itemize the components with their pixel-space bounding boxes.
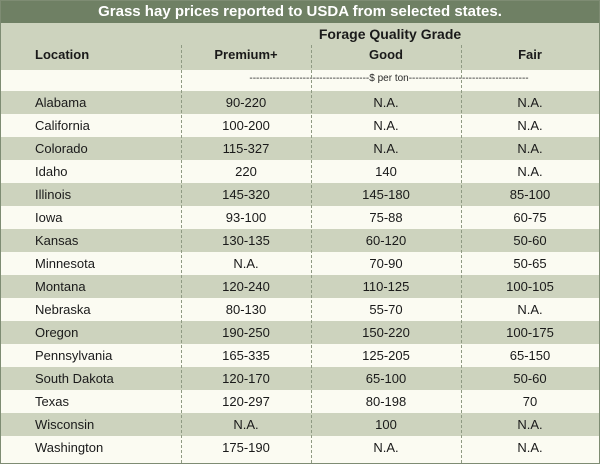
column-divider (181, 45, 182, 463)
cell-fair: 60-75 (513, 210, 547, 225)
cell-good: 75-88 (369, 210, 403, 225)
cell-fair: 50-60 (513, 233, 547, 248)
cell-fair: 50-65 (513, 256, 547, 271)
table-row: Idaho 220 140 N.A. (1, 160, 599, 183)
cell-good: N.A. (373, 141, 399, 156)
cell-location: Alabama (35, 95, 87, 110)
cell-fair: 70 (522, 394, 538, 409)
cell-fair: N.A. (517, 118, 543, 133)
column-header-location: Location (35, 47, 90, 62)
table-row: Colorado 115-327 N.A. N.A. (1, 137, 599, 160)
cell-good: 140 (375, 164, 397, 179)
cell-fair: 100-175 (506, 325, 554, 340)
cell-location: Oregon (35, 325, 79, 340)
cell-premium: N.A. (233, 417, 259, 432)
cell-fair: N.A. (517, 440, 543, 455)
cell-location: Nebraska (35, 302, 91, 317)
cell-location: Iowa (35, 210, 63, 225)
cell-good: 60-120 (365, 233, 407, 248)
table-title: Grass hay prices reported to USDA from s… (1, 1, 599, 23)
cell-location: Idaho (35, 164, 68, 179)
cell-premium: 190-250 (222, 325, 270, 340)
cell-premium: 100-200 (222, 118, 270, 133)
cell-good: 70-90 (369, 256, 403, 271)
cell-good: 145-180 (362, 187, 410, 202)
table-row: Minnesota N.A. 70-90 50-65 (1, 252, 599, 275)
cell-location: Illinois (35, 187, 72, 202)
cell-fair: 100-105 (506, 279, 554, 294)
cell-premium: 90-220 (225, 95, 267, 110)
cell-premium: 120-170 (222, 371, 270, 386)
column-header-good: Good (369, 47, 403, 62)
column-divider (461, 45, 462, 463)
column-header-premium: Premium+ (214, 47, 278, 62)
cell-fair: 65-150 (509, 348, 551, 363)
table-row: California 100-200 N.A. N.A. (1, 114, 599, 137)
cell-location: Texas (35, 394, 69, 409)
cell-premium: 130-135 (222, 233, 270, 248)
table-header: Forage Quality Grade Location Premium+ G… (1, 23, 599, 70)
cell-fair: 50-60 (513, 371, 547, 386)
cell-location: Pennsylvania (35, 348, 113, 363)
cell-premium: 145-320 (222, 187, 270, 202)
cell-location: South Dakota (35, 371, 114, 386)
cell-premium: N.A. (233, 256, 259, 271)
cell-good: 110-125 (362, 279, 410, 294)
cell-good: 55-70 (369, 302, 403, 317)
cell-location: Montana (35, 279, 86, 294)
cell-good: 100 (375, 417, 397, 432)
cell-location: Washington (35, 440, 104, 455)
cell-location: Minnesota (35, 256, 95, 271)
cell-premium: 165-335 (222, 348, 270, 363)
cell-good: 125-205 (362, 348, 410, 363)
cell-good: 80-198 (365, 394, 407, 409)
cell-premium: 93-100 (225, 210, 267, 225)
table-row: Wisconsin N.A. 100 N.A. (1, 413, 599, 436)
unit-row: ------------------------------------$ pe… (1, 70, 599, 91)
cell-fair: N.A. (517, 95, 543, 110)
cell-good: N.A. (373, 118, 399, 133)
cell-premium: 220 (235, 164, 257, 179)
cell-fair: N.A. (517, 417, 543, 432)
cell-good: N.A. (373, 440, 399, 455)
table-row: Oregon 190-250 150-220 100-175 (1, 321, 599, 344)
group-header: Forage Quality Grade (318, 26, 462, 42)
cell-premium: 120-240 (222, 279, 270, 294)
cell-fair: N.A. (517, 164, 543, 179)
table-row: Iowa 93-100 75-88 60-75 (1, 206, 599, 229)
table-body: Alabama 90-220 N.A. N.A. California 100-200 N.… (1, 91, 599, 459)
cell-premium: 175-190 (222, 440, 270, 455)
table-row: Texas 120-297 80-198 70 (1, 390, 599, 413)
table-row: Kansas 130-135 60-120 50-60 (1, 229, 599, 252)
cell-location: Colorado (35, 141, 88, 156)
cell-good: 150-220 (362, 325, 410, 340)
cell-premium: 115-327 (222, 141, 270, 156)
cell-fair: N.A. (517, 141, 543, 156)
cell-fair: N.A. (517, 302, 543, 317)
cell-location: Kansas (35, 233, 79, 248)
table-row: Alabama 90-220 N.A. N.A. (1, 91, 599, 114)
cell-location: California (35, 118, 90, 133)
table-row: Pennsylvania 165-335 125-205 65-150 (1, 344, 599, 367)
table-row: Illinois 145-320 145-180 85-100 (1, 183, 599, 206)
cell-good: 65-100 (365, 371, 407, 386)
cell-premium: 120-297 (222, 394, 270, 409)
column-divider (311, 45, 312, 463)
cell-location: Wisconsin (35, 417, 95, 432)
table-row: Washington 175-190 N.A. N.A. (1, 436, 599, 459)
table-row: Montana 120-240 110-125 100-105 (1, 275, 599, 298)
cell-premium: 80-130 (225, 302, 267, 317)
table-row: South Dakota 120-170 65-100 50-60 (1, 367, 599, 390)
unit-label: ------------------------------------$ pe… (249, 73, 529, 84)
cell-fair: 85-100 (509, 187, 551, 202)
cell-good: N.A. (373, 95, 399, 110)
column-header-fair: Fair (518, 47, 542, 62)
table-row: Nebraska 80-130 55-70 N.A. (1, 298, 599, 321)
